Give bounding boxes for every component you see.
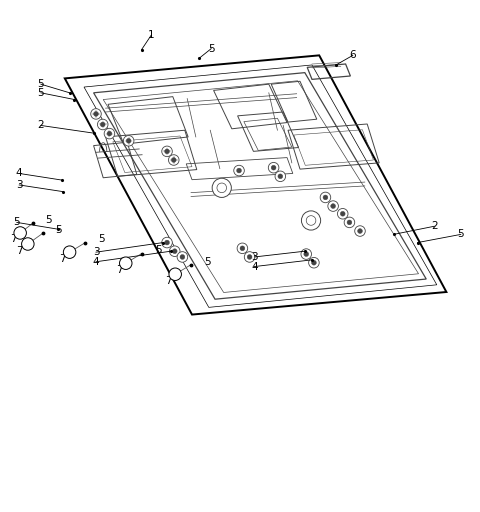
Text: 7: 7 [116, 265, 122, 275]
Text: 5: 5 [457, 229, 464, 240]
Circle shape [172, 249, 177, 253]
Circle shape [169, 246, 180, 257]
Text: 3: 3 [16, 180, 23, 190]
Circle shape [355, 226, 365, 237]
Circle shape [271, 165, 276, 170]
Circle shape [123, 136, 134, 146]
Circle shape [358, 229, 362, 233]
Circle shape [312, 260, 316, 265]
Circle shape [126, 138, 131, 143]
Circle shape [165, 240, 169, 245]
Circle shape [14, 227, 26, 239]
Circle shape [22, 238, 34, 250]
Circle shape [180, 254, 185, 260]
Circle shape [104, 129, 115, 139]
Text: 5: 5 [13, 218, 20, 227]
Circle shape [177, 252, 188, 262]
Text: 2: 2 [431, 221, 438, 231]
Text: 7: 7 [16, 246, 23, 256]
Circle shape [301, 211, 321, 230]
Circle shape [212, 178, 231, 198]
Text: 5: 5 [98, 234, 105, 244]
Circle shape [91, 109, 101, 119]
Text: 6: 6 [349, 50, 356, 60]
Circle shape [240, 246, 245, 251]
Circle shape [63, 246, 76, 259]
Circle shape [217, 183, 227, 193]
Text: 7: 7 [59, 254, 66, 264]
Text: 5: 5 [37, 88, 44, 98]
Circle shape [309, 258, 319, 268]
Circle shape [237, 168, 241, 173]
Circle shape [171, 158, 176, 162]
Text: 5: 5 [45, 215, 51, 225]
Circle shape [234, 165, 244, 176]
Text: 5: 5 [37, 79, 44, 89]
Circle shape [320, 192, 331, 203]
Circle shape [165, 149, 169, 154]
Circle shape [237, 243, 248, 253]
Text: 7: 7 [10, 234, 17, 244]
Circle shape [278, 174, 283, 179]
Text: 1: 1 [148, 30, 155, 40]
Circle shape [328, 201, 338, 211]
Circle shape [304, 252, 309, 257]
Circle shape [162, 237, 172, 248]
Circle shape [323, 195, 328, 200]
Circle shape [301, 249, 312, 260]
Circle shape [100, 122, 105, 127]
Text: 2: 2 [37, 120, 44, 131]
Circle shape [247, 254, 252, 260]
Circle shape [306, 216, 316, 225]
Circle shape [162, 146, 172, 157]
Text: 4: 4 [16, 168, 23, 179]
Circle shape [337, 208, 348, 219]
Circle shape [331, 204, 336, 208]
Text: 4: 4 [251, 262, 258, 271]
Text: 4: 4 [93, 257, 99, 267]
Circle shape [268, 162, 279, 173]
Text: 5: 5 [155, 245, 162, 255]
Text: 5: 5 [55, 225, 62, 234]
Circle shape [347, 220, 352, 225]
Text: 3: 3 [93, 247, 99, 257]
Text: 3: 3 [251, 252, 258, 262]
Text: 5: 5 [208, 44, 215, 54]
Circle shape [120, 257, 132, 269]
Circle shape [344, 217, 355, 228]
Circle shape [97, 119, 108, 130]
Circle shape [244, 252, 255, 262]
Circle shape [169, 268, 181, 281]
Text: 5: 5 [204, 257, 211, 267]
Circle shape [340, 211, 345, 216]
Text: 7: 7 [165, 276, 171, 286]
Circle shape [168, 155, 179, 165]
Circle shape [94, 112, 98, 116]
Circle shape [107, 131, 112, 136]
Circle shape [275, 171, 286, 182]
